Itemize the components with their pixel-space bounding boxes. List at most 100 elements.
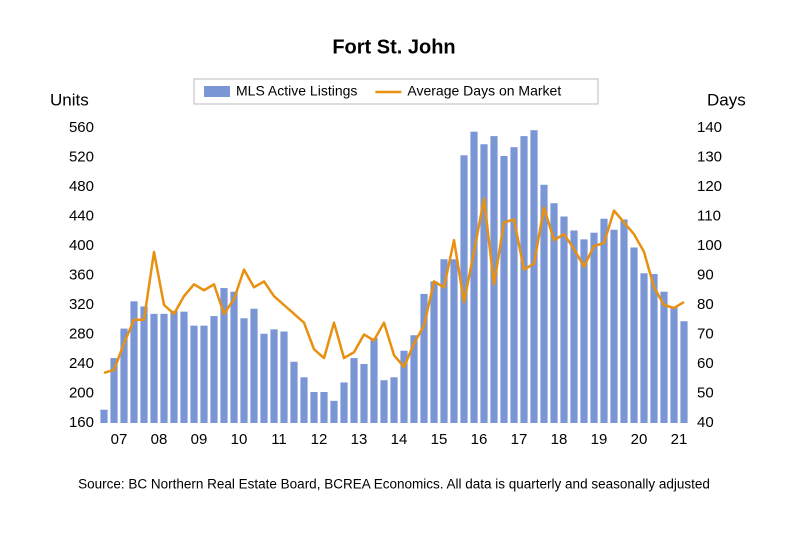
y2-tick-label: 60 [697, 355, 714, 372]
legend-label: MLS Active Listings [236, 83, 357, 99]
y-tick-label: 280 [69, 325, 94, 342]
x-tick-label: 17 [511, 431, 528, 448]
bar [120, 328, 128, 423]
bar [560, 216, 568, 423]
y2-tick-label: 140 [697, 119, 722, 136]
legend-swatch [204, 86, 230, 97]
bar [580, 239, 588, 423]
x-tick-label: 10 [231, 431, 248, 448]
y-tick-label: 360 [69, 266, 94, 283]
bar [440, 259, 448, 423]
bar [620, 219, 628, 423]
y2-tick-label: 70 [697, 325, 714, 342]
x-tick-label: 07 [111, 431, 128, 448]
bar [370, 338, 378, 423]
bar [420, 293, 428, 423]
y-tick-label: 240 [69, 355, 94, 372]
x-tick-label: 20 [631, 431, 648, 448]
bar [460, 155, 468, 423]
bar [510, 147, 518, 424]
x-tick-label: 12 [311, 431, 328, 448]
x-tick-label: 14 [391, 431, 408, 448]
y-tick-label: 320 [69, 296, 94, 313]
bar [400, 350, 408, 423]
y-tick-label: 480 [69, 178, 94, 195]
bar [410, 335, 418, 423]
bar [380, 380, 388, 423]
bar [390, 377, 398, 423]
y2-tick-label: 90 [697, 266, 714, 283]
bar [160, 313, 168, 423]
bar [300, 377, 308, 423]
bar [480, 144, 488, 423]
bar [230, 291, 238, 423]
bar [640, 273, 648, 423]
bar [190, 325, 198, 423]
bar [600, 218, 608, 423]
y-tick-label: 160 [69, 414, 94, 431]
bar [310, 392, 318, 423]
bar [290, 361, 298, 423]
legend-label: Average Days on Market [407, 83, 561, 99]
y2-tick-label: 120 [697, 178, 722, 195]
bar [340, 382, 348, 423]
x-tick-label: 18 [551, 431, 568, 448]
bar [270, 329, 278, 423]
bar [110, 358, 118, 423]
y2-axis-title: Days [707, 90, 746, 109]
bar [150, 313, 158, 423]
bar [330, 400, 338, 423]
x-tick-label: 13 [351, 431, 368, 448]
bar [660, 291, 668, 423]
y2-tick-label: 100 [697, 237, 722, 254]
x-tick-label: 21 [671, 431, 688, 448]
y2-tick-label: 80 [697, 296, 714, 313]
y-tick-label: 400 [69, 237, 94, 254]
bar [540, 184, 548, 423]
bar [200, 325, 208, 423]
x-tick-label: 19 [591, 431, 608, 448]
bar [470, 131, 478, 423]
bar [220, 288, 228, 423]
bar [100, 409, 108, 423]
bar [450, 259, 458, 423]
y-tick-label: 440 [69, 207, 94, 224]
bar [140, 306, 148, 423]
bar [240, 318, 248, 423]
bar [650, 274, 658, 423]
bar [350, 358, 358, 423]
x-tick-label: 09 [191, 431, 208, 448]
line [103, 197, 685, 375]
bar [610, 229, 618, 423]
bar [500, 156, 508, 423]
bar [170, 310, 178, 423]
y2-tick-label: 130 [697, 148, 722, 165]
x-tick-label: 08 [151, 431, 168, 448]
bar [630, 247, 638, 423]
bar [280, 331, 288, 423]
bar [180, 311, 188, 423]
x-tick-label: 16 [471, 431, 488, 448]
bar [680, 321, 688, 423]
x-tick-label: 11 [271, 431, 287, 448]
bar [530, 130, 538, 423]
x-tick-label: 15 [431, 431, 448, 448]
bar [430, 281, 438, 423]
y-tick-label: 560 [69, 119, 94, 136]
bar [250, 308, 258, 423]
bar [130, 301, 138, 423]
y-tick-label: 200 [69, 384, 94, 401]
bar [520, 136, 528, 424]
y-tick-label: 520 [69, 148, 94, 165]
y-axis-title: Units [50, 90, 89, 109]
bar [590, 232, 598, 423]
bar [670, 306, 678, 423]
bar [550, 203, 558, 423]
y2-tick-label: 50 [697, 384, 714, 401]
source-note: Source: BC Northern Real Estate Board, B… [78, 477, 710, 492]
bar [320, 392, 328, 423]
bar [570, 230, 578, 423]
bar [210, 316, 218, 423]
legend-box [193, 78, 599, 105]
